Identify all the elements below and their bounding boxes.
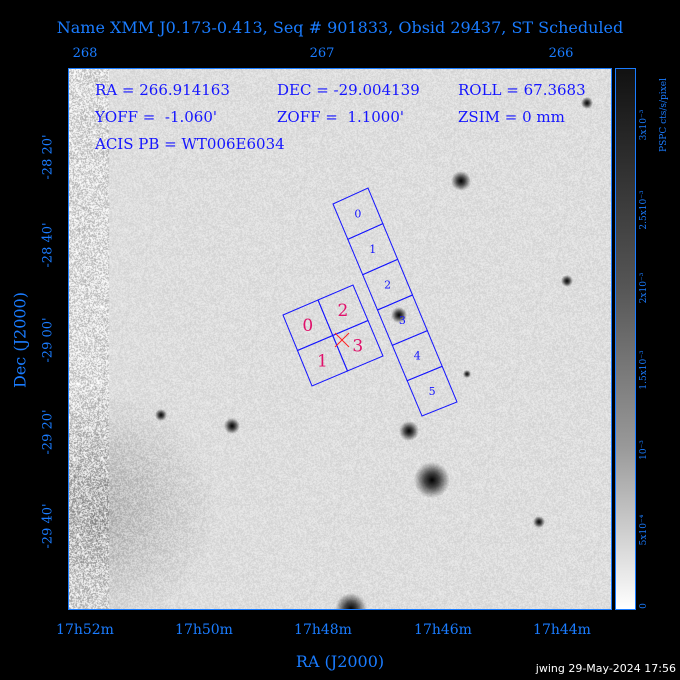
colorbar-label: 2x10⁻³ [639, 272, 649, 304]
colorbar [615, 68, 636, 610]
sky-image [69, 69, 611, 609]
acis-i-chip-label: 0 [302, 316, 313, 336]
ra-tick-label: 17h46m [414, 622, 472, 638]
plot-title: Name XMM J0.173-0.413, Seq # 901833, Obs… [56, 18, 624, 37]
y-axis-label: Dec (J2000) [10, 292, 30, 388]
acis-s-chip-label: 5 [429, 385, 436, 398]
aimpoint-cross-icon [334, 332, 350, 348]
colorbar-label: 2.5x10⁻³ [639, 190, 649, 230]
colorbar-label: 10⁻³ [639, 440, 649, 460]
dec-tick-label: -28 20' [40, 134, 56, 180]
dec-tick-label: -28 40' [40, 222, 56, 268]
ra-tick-label: 17h44m [533, 622, 591, 638]
acis-i-array: 01 23 [282, 284, 384, 387]
yoff-readout: YOFF = -1.060' [95, 108, 218, 126]
top-tick-label: 266 [548, 46, 574, 61]
top-tick-label: 268 [72, 46, 98, 61]
colorbar-label: 3x10⁻³ [639, 109, 649, 141]
acis-i-chip-label: 2 [338, 301, 349, 321]
ra-readout: RA = 266.914163 [95, 81, 230, 99]
acis-i-chip [332, 319, 384, 372]
colorbar-unit: PSPC cts/s/pixel [659, 78, 669, 152]
zoff-readout: ZOFF = 1.1000' [277, 108, 405, 126]
ra-tick-label: 17h52m [56, 622, 114, 638]
dec-tick-label: -29 00' [40, 317, 56, 363]
x-axis-label: RA (J2000) [295, 652, 385, 671]
acis-s-chip-label: 4 [414, 350, 421, 363]
acis-s-chip [406, 365, 458, 417]
roll-readout: ROLL = 67.3683 [458, 81, 586, 99]
timestamp: jwing 29-May-2024 17:56 [535, 662, 676, 675]
dec-readout: DEC = -29.004139 [277, 81, 420, 99]
acis-i-chip-label: 1 [317, 352, 328, 372]
dec-tick-label: -29 20' [40, 409, 56, 455]
dec-tick-label: -29 40' [40, 503, 56, 549]
acis-i-chip-label: 3 [352, 337, 363, 357]
acis-s-chip-label: 3 [399, 314, 406, 327]
ra-tick-label: 17h48m [294, 622, 352, 638]
colorbar-label: 5x10⁻⁴ [639, 514, 649, 546]
colorbar-label: 0 [639, 603, 649, 609]
acis-pb-readout: ACIS PB = WT006E6034 [95, 135, 285, 153]
acis-s-chip-label: 1 [369, 243, 376, 256]
colorbar-label: 1.5x10⁻³ [639, 350, 649, 390]
acis-s-chip-label: 0 [354, 208, 361, 221]
top-tick-label: 267 [309, 46, 335, 61]
ra-tick-label: 17h50m [175, 622, 233, 638]
zsim-readout: ZSIM = 0 mm [458, 108, 565, 126]
acis-s-chip-label: 2 [384, 279, 391, 292]
